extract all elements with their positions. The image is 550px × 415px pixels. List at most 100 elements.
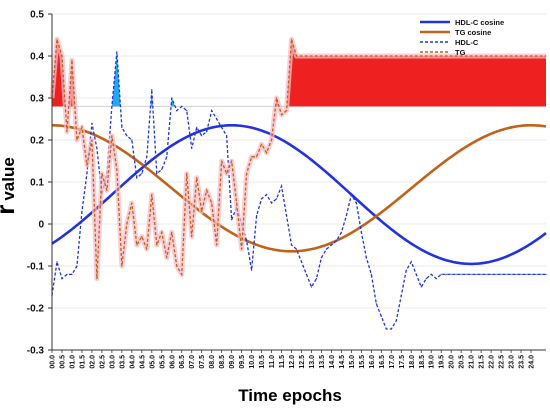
data-point-tg	[370, 55, 372, 57]
data-point-tg	[520, 55, 522, 57]
x-tick-label: 04.5	[139, 355, 146, 369]
data-point-tg	[71, 59, 73, 61]
data-point-hdl-c	[265, 194, 268, 196]
data-point-hdl-c	[295, 248, 298, 250]
x-tick-label: 05.5	[159, 355, 166, 369]
data-point-hdl-c	[450, 273, 452, 275]
x-tick-label: 22.5	[499, 355, 506, 369]
data-point-tg	[500, 55, 502, 57]
data-point-hdl-c	[470, 273, 472, 275]
data-point-hdl-c	[86, 173, 88, 175]
data-point-hdl-c	[335, 240, 338, 242]
data-point-hdl-c	[201, 135, 203, 137]
data-point-hdl-c	[290, 244, 293, 246]
data-point-tg	[81, 126, 83, 128]
data-point-tg	[236, 202, 238, 204]
data-point-hdl-c	[96, 147, 98, 149]
data-point-tg	[380, 55, 382, 57]
data-point-hdl-c	[510, 273, 512, 275]
series-line-tg-cosine	[51, 123, 547, 253]
data-point-tg	[325, 55, 328, 57]
y-tick-label: 0	[38, 220, 44, 231]
data-point-hdl-c	[181, 105, 183, 107]
x-axis-label: Time epochs	[238, 386, 342, 405]
y-tick-label: -0.2	[27, 304, 45, 315]
data-point-tg	[91, 139, 93, 141]
data-point-hdl-c	[395, 320, 397, 322]
data-point-tg	[96, 278, 98, 280]
data-point-hdl-c	[505, 273, 507, 275]
data-point-tg	[116, 168, 118, 170]
data-point-hdl-c	[480, 273, 482, 275]
data-point-hdl-c	[345, 215, 347, 217]
x-tick-label: 20.0	[449, 355, 456, 369]
data-point-hdl-c	[340, 231, 343, 233]
data-point-hdl-c	[490, 273, 492, 275]
data-point-hdl-c	[330, 244, 333, 246]
data-point-hdl-c	[146, 156, 148, 158]
data-point-tg	[515, 55, 517, 57]
data-point-tg	[475, 55, 477, 57]
data-point-tg	[121, 265, 123, 267]
data-point-hdl-c	[350, 194, 352, 196]
data-point-hdl-c	[500, 273, 502, 275]
threshold-fill	[111, 51, 121, 107]
data-point-hdl-c	[465, 273, 467, 275]
x-tick-label: 00.5	[59, 355, 66, 369]
data-point-tg	[206, 189, 208, 191]
data-point-hdl-c	[545, 273, 547, 275]
data-point-hdl-c	[61, 278, 63, 280]
x-tick-label: 06.0	[169, 355, 176, 369]
data-point-tg	[505, 55, 507, 57]
data-point-tg	[330, 55, 333, 57]
data-point-hdl-c	[216, 118, 218, 120]
data-point-tg	[186, 173, 188, 175]
y-axis-label-part: r	[0, 205, 20, 215]
data-point-tg	[56, 38, 58, 40]
data-point-hdl-c	[525, 273, 527, 275]
data-point-tg	[405, 55, 407, 57]
data-point-tg	[385, 55, 387, 57]
data-point-tg	[360, 55, 362, 57]
data-point-hdl-c	[166, 156, 168, 158]
x-tick-label: 12.0	[289, 355, 296, 369]
data-point-tg	[420, 55, 422, 57]
legend-label-tg: TG	[455, 48, 466, 57]
x-tick-label: 08.0	[209, 355, 216, 369]
data-point-hdl-c	[495, 273, 497, 275]
data-point-hdl-c	[425, 278, 427, 280]
data-point-tg	[260, 143, 263, 145]
series-line-hdl-c-cosine	[51, 123, 547, 266]
y-tick-label: -0.3	[27, 346, 45, 357]
data-point-hdl-c	[370, 273, 372, 275]
data-point-hdl-c	[405, 269, 407, 271]
data-point-tg	[171, 231, 173, 233]
x-tick-label: 21.0	[469, 355, 476, 369]
data-point-hdl-c	[81, 210, 83, 212]
data-point-tg	[305, 55, 308, 57]
data-point-hdl-c	[126, 135, 128, 137]
data-point-tg	[285, 110, 288, 112]
x-tick-label: 20.5	[459, 355, 466, 369]
data-point-hdl-c	[191, 147, 193, 149]
data-point-hdl-c	[141, 173, 143, 175]
x-tick-label: 14.0	[329, 355, 336, 369]
x-tick-label: 11.0	[269, 355, 276, 368]
data-point-tg	[131, 202, 133, 204]
y-tick-label: -0.1	[27, 262, 45, 273]
x-tick-label: 22.0	[489, 355, 496, 369]
data-point-hdl-c	[400, 294, 402, 296]
x-tick-label: 10.5	[259, 355, 266, 369]
threshold-fill	[286, 39, 546, 107]
data-point-tg	[166, 257, 168, 259]
data-point-tg	[465, 55, 467, 57]
data-point-hdl-c	[255, 215, 258, 217]
data-point-hdl-c	[136, 177, 138, 179]
x-tick-label: 02.5	[99, 355, 106, 369]
threshold-fill-layer	[52, 39, 546, 107]
legend-label-hdl-c-cosine: HDL-C cosine	[455, 18, 504, 27]
data-point-hdl-c	[475, 273, 477, 275]
data-point-hdl-c	[71, 273, 73, 275]
